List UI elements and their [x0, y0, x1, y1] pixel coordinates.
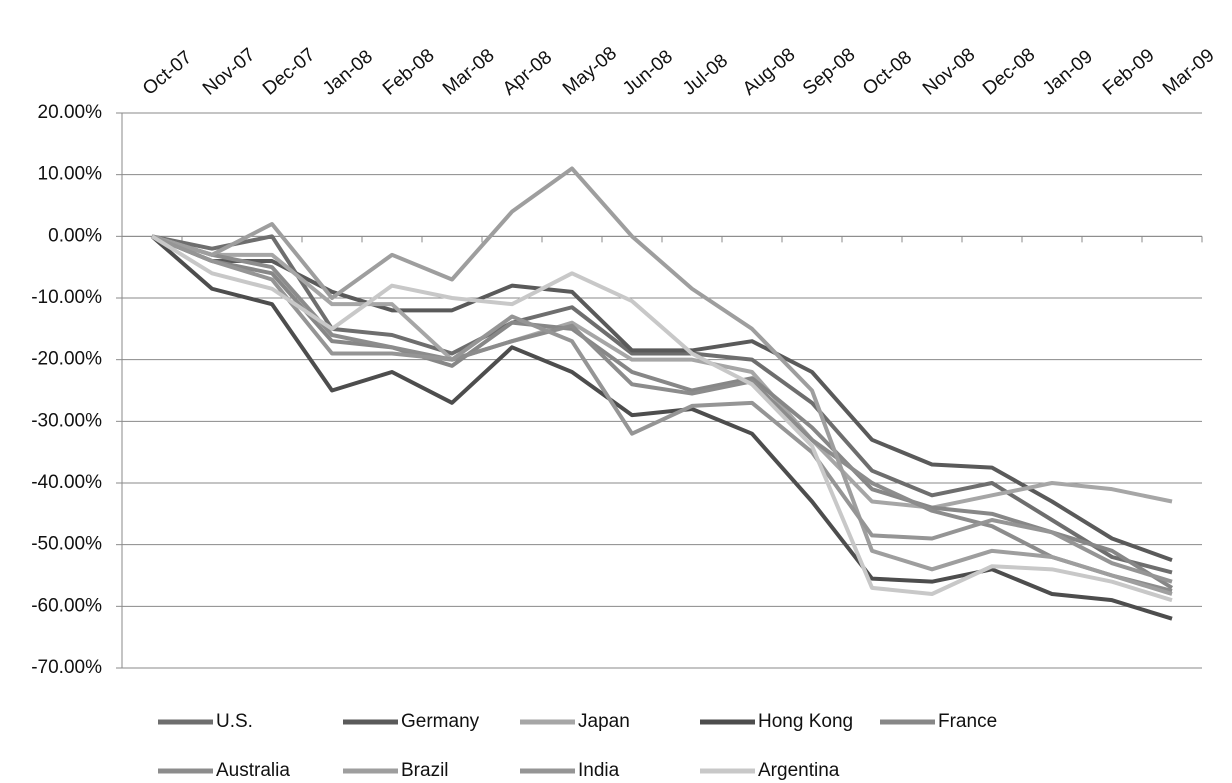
x-tick-label: Nov-07 [199, 44, 259, 99]
legend-label: U.S. [216, 711, 253, 732]
x-tick-label: Oct-08 [859, 47, 916, 100]
y-tick-label: -70.00% [31, 657, 102, 678]
x-tick-label: Apr-08 [499, 47, 556, 100]
x-tick-label: Mar-08 [439, 45, 499, 100]
x-tick-label: Nov-08 [919, 44, 979, 99]
y-tick-label: -50.00% [31, 534, 102, 555]
series-line [151, 234, 1173, 575]
y-tick-label: 20.00% [38, 102, 103, 123]
legend-label: India [578, 760, 620, 781]
series-line [151, 234, 1173, 510]
legend-label: Japan [578, 711, 630, 732]
series-line [150, 234, 1173, 621]
series-line [150, 234, 1173, 603]
legend-label: Germany [401, 711, 480, 732]
series-line [151, 234, 1174, 590]
series-line [151, 234, 1173, 584]
x-tick-label: Jan-08 [319, 46, 377, 99]
legend-label: Australia [216, 760, 290, 781]
legend-label: Hong Kong [758, 711, 853, 732]
x-tick-label: Feb-08 [379, 45, 439, 100]
legend-label: Brazil [401, 760, 449, 781]
x-tick-label: Aug-08 [739, 44, 799, 99]
legend-label: France [938, 711, 997, 732]
x-tick-label: Sep-08 [799, 44, 859, 99]
x-tick-label: Feb-09 [1099, 45, 1159, 100]
y-tick-label: 0.00% [48, 225, 102, 246]
y-tick-label: -30.00% [31, 410, 102, 431]
y-tick-label: 10.00% [38, 164, 103, 185]
legend-label: Argentina [758, 760, 840, 781]
x-tick-label: Dec-08 [979, 44, 1039, 99]
x-tick-label: May-08 [559, 43, 621, 100]
y-tick-label: -10.00% [31, 287, 102, 308]
y-tick-label: -20.00% [31, 349, 102, 370]
x-tick-label: Jun-08 [619, 46, 677, 99]
y-tick-label: -40.00% [31, 472, 102, 493]
y-tick-label: -60.00% [31, 595, 102, 616]
x-tick-label: Jul-08 [679, 50, 732, 99]
x-tick-label: Oct-07 [139, 47, 196, 100]
x-tick-label: Dec-07 [259, 44, 319, 99]
series-line [151, 166, 1173, 596]
x-tick-label: Jan-09 [1039, 46, 1097, 99]
x-tick-label: Mar-09 [1159, 45, 1219, 100]
